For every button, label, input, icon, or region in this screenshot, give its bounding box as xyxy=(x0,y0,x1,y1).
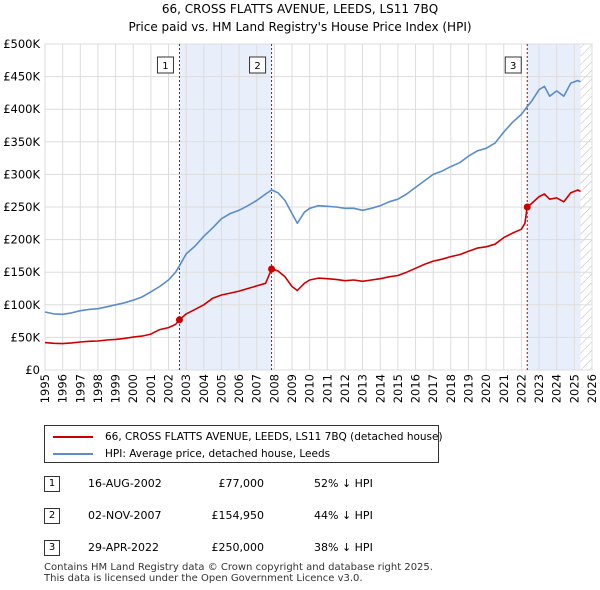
x-tick-label: 2026 xyxy=(585,374,599,403)
x-tick-label: 2023 xyxy=(532,374,546,403)
legend-swatch-property xyxy=(53,436,93,438)
x-tick-label: 1997 xyxy=(73,374,87,403)
x-tick-label: 2016 xyxy=(409,374,423,403)
sale-points xyxy=(175,203,531,324)
sales-table: 1 16-AUG-2002 £77,000 52% ↓ HPI 2 02-NOV… xyxy=(44,472,464,568)
footer-line-1: Contains HM Land Registry data © Crown c… xyxy=(44,562,433,573)
sale-marker-number: 2 xyxy=(254,61,260,72)
x-tick-label: 2011 xyxy=(320,374,334,403)
x-tick-label: 1996 xyxy=(56,374,70,403)
x-tick-label: 2021 xyxy=(497,374,511,403)
x-tick-label: 1999 xyxy=(109,374,123,403)
x-tick-label: 2017 xyxy=(426,374,440,403)
y-tick-label: £150K xyxy=(3,265,40,279)
x-axis-ticks: 1995 1996 1997 1998 1999 2000 2001 2002 2003 2004… xyxy=(38,374,599,403)
x-tick-label: 2018 xyxy=(444,374,458,403)
x-tick-label: 2013 xyxy=(356,374,370,403)
hpi-line xyxy=(44,79,581,316)
y-tick-label: £0 xyxy=(25,363,40,377)
x-tick-label: 1995 xyxy=(38,374,52,403)
sale-point xyxy=(523,203,531,211)
sale-point xyxy=(175,316,183,324)
x-tick-label: 2009 xyxy=(285,374,299,403)
sale-price: £154,950 xyxy=(211,509,265,522)
legend-label-property: 66, CROSS FLATTS AVENUE, LEEDS, LS11 7BQ… xyxy=(105,431,443,443)
sale-date: 02-NOV-2007 xyxy=(88,509,162,522)
property-price-line xyxy=(44,189,581,345)
x-tick-label: 2019 xyxy=(461,374,475,403)
y-tick-label: £200K xyxy=(3,233,40,247)
sale-price: £77,000 xyxy=(218,477,265,490)
x-tick-label: 2020 xyxy=(479,374,493,403)
sale-number: 1 xyxy=(44,476,60,492)
chart-title: 66, CROSS FLATTS AVENUE, LEEDS, LS11 7BQ xyxy=(162,2,438,16)
x-tick-label: 2005 xyxy=(214,374,228,403)
sale-date: 29-APR-2022 xyxy=(88,541,160,554)
y-tick-label: £350K xyxy=(3,135,40,149)
x-tick-label: 2000 xyxy=(126,374,140,403)
y-tick-label: £500K xyxy=(3,37,40,51)
sale-number: 3 xyxy=(44,540,60,556)
y-tick-label: £300K xyxy=(3,167,40,181)
x-tick-label: 1998 xyxy=(91,374,105,403)
sale-marker-box xyxy=(156,56,174,74)
sale-date: 16-AUG-2002 xyxy=(88,477,162,490)
legend-swatch-hpi xyxy=(53,453,93,455)
x-tick-label: 2012 xyxy=(338,374,352,403)
y-tick-label: £50K xyxy=(11,330,41,344)
legend: 66, CROSS FLATTS AVENUE, LEEDS, LS11 7BQ… xyxy=(44,425,443,463)
x-tick-label: 2014 xyxy=(373,374,387,403)
sale-row: 1 16-AUG-2002 £77,000 52% ↓ HPI xyxy=(44,472,464,504)
sale-marker-box xyxy=(504,56,522,74)
x-tick-label: 2001 xyxy=(144,374,158,403)
y-tick-label: £250K xyxy=(3,200,40,214)
x-tick-label: 2007 xyxy=(250,374,264,403)
x-tick-label: 2015 xyxy=(391,374,405,403)
x-tick-label: 2002 xyxy=(162,374,176,403)
x-tick-label: 2010 xyxy=(303,374,317,403)
footer-attribution: Contains HM Land Registry data © Crown c… xyxy=(44,562,433,584)
sale-marker-number: 1 xyxy=(162,61,168,72)
x-tick-label: 2006 xyxy=(232,374,246,403)
y-tick-label: £400K xyxy=(3,102,40,116)
sale-point xyxy=(268,265,276,273)
footer-line-2: This data is licensed under the Open Gov… xyxy=(44,573,363,584)
sale-marker-labels: 1 2 3 xyxy=(156,56,522,74)
x-tick-label: 2008 xyxy=(267,374,281,403)
sale-row: 2 02-NOV-2007 £154,950 44% ↓ HPI xyxy=(44,504,464,536)
sale-number: 2 xyxy=(44,508,60,524)
x-tick-label: 2022 xyxy=(514,374,528,403)
sale-marker-number: 3 xyxy=(510,61,516,72)
sale-price: £250,000 xyxy=(211,541,265,554)
sale-hpi-delta: 44% ↓ HPI xyxy=(314,509,373,522)
sale-hpi-delta: 52% ↓ HPI xyxy=(314,477,373,490)
x-tick-label: 2003 xyxy=(179,374,193,403)
sale-hpi-delta: 38% ↓ HPI xyxy=(314,541,373,554)
grid xyxy=(44,43,593,371)
y-tick-label: £100K xyxy=(3,298,40,312)
y-tick-label: £450K xyxy=(3,70,40,84)
legend-label-hpi: HPI: Average price, detached house, Leed… xyxy=(105,448,331,460)
x-tick-label: 2025 xyxy=(567,374,581,403)
sale-row: 3 29-APR-2022 £250,000 38% ↓ HPI xyxy=(44,536,464,568)
price-chart: 66, CROSS FLATTS AVENUE, LEEDS, LS11 7BQ… xyxy=(3,2,599,403)
y-axis-ticks: £0 £50K £100K £150K £200K £250K £300K £350K £400… xyxy=(3,37,40,377)
x-tick-label: 2004 xyxy=(197,374,211,403)
x-tick-label: 2024 xyxy=(550,374,564,403)
sale-marker-box xyxy=(249,56,267,74)
chart-subtitle: Price paid vs. HM Land Registry's House … xyxy=(128,20,471,34)
series-lines xyxy=(44,79,581,345)
